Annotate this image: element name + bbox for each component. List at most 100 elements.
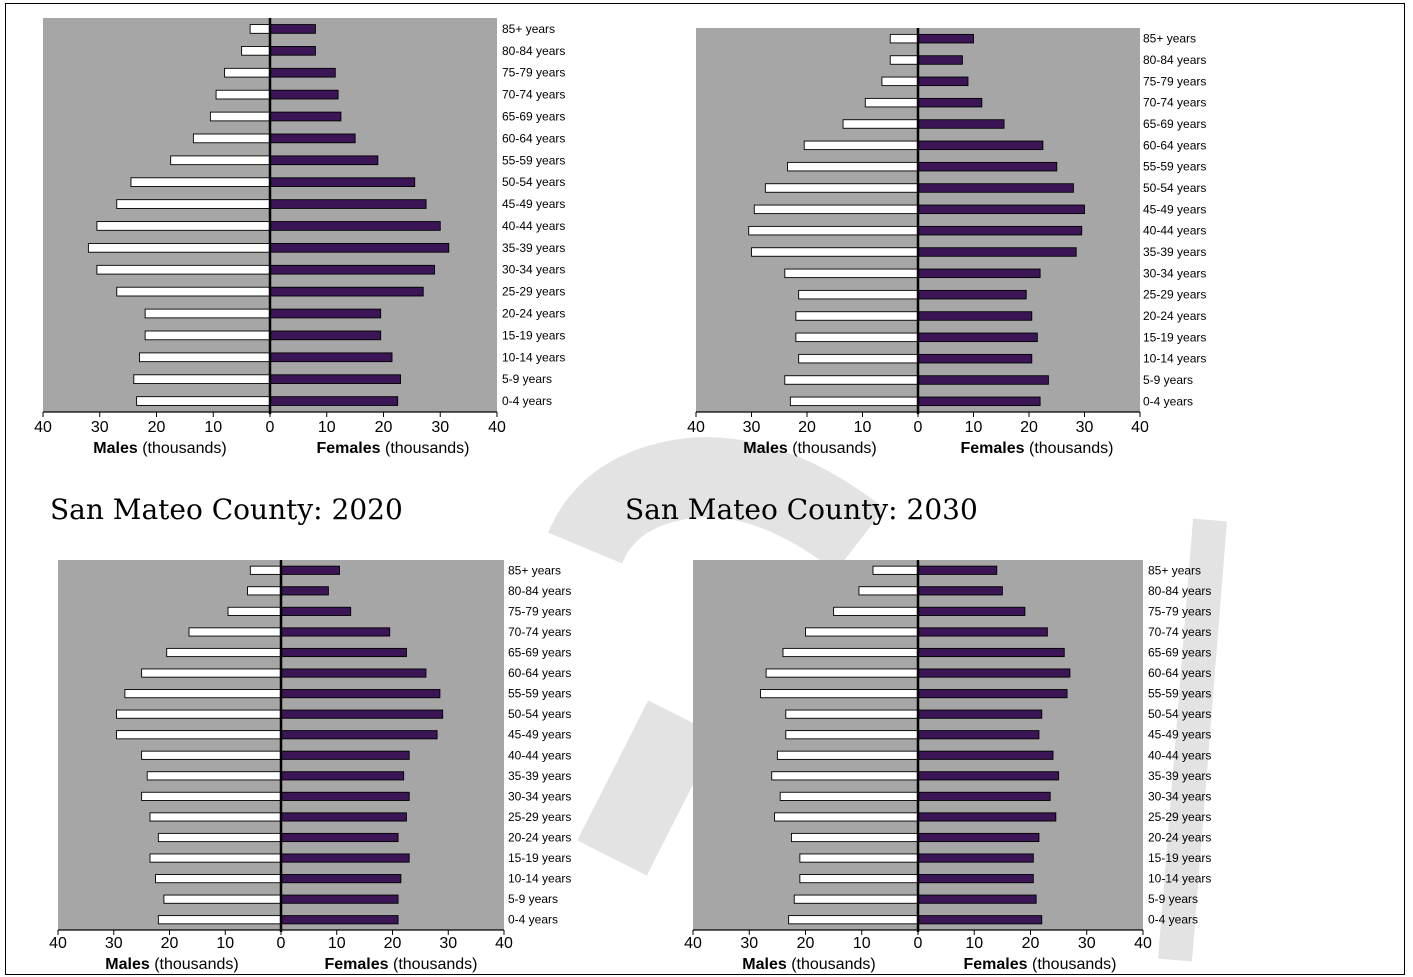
age-group-label: 80-84 years xyxy=(1143,53,1206,67)
female-bar xyxy=(917,647,1065,658)
age-group-label: 65-69 years xyxy=(508,646,571,660)
age-group-label: 50-54 years xyxy=(1143,181,1206,195)
x-tick-label: 10 xyxy=(853,935,871,952)
age-group-label: 55-59 years xyxy=(1143,160,1206,174)
x-tick-label: 20 xyxy=(161,935,179,952)
female-bar xyxy=(917,874,1034,884)
age-group-label: 30-34 years xyxy=(502,263,565,277)
x-tick-label: 40 xyxy=(34,419,52,436)
age-group-label: 10-14 years xyxy=(1143,352,1206,366)
age-group-label: 5-9 years xyxy=(502,372,552,386)
female-bar xyxy=(917,709,1043,719)
female-bar xyxy=(917,586,1003,596)
age-group-label: 20-24 years xyxy=(1143,309,1206,323)
female-bar xyxy=(917,606,1026,616)
age-group-label: 70-74 years xyxy=(1143,96,1206,110)
x-tick-label: 0 xyxy=(914,419,923,436)
x-tick-label: 20 xyxy=(1022,935,1040,952)
age-group-label: 30-34 years xyxy=(508,789,571,803)
age-group-label: 0-4 years xyxy=(1143,394,1193,408)
age-group-label: 40-44 years xyxy=(508,748,571,762)
age-group-label: 25-29 years xyxy=(1148,810,1211,824)
x-tick-label: 10 xyxy=(216,935,234,952)
male-bar xyxy=(765,668,919,678)
x-tick-label: 10 xyxy=(854,419,872,436)
female-bar xyxy=(917,668,1071,678)
age-group-label: 35-39 years xyxy=(508,769,571,783)
age-group-label: 60-64 years xyxy=(502,131,565,145)
x-tick-label: 40 xyxy=(49,935,67,952)
male-axis-label: Males (thousands) xyxy=(743,440,876,457)
x-tick-label: 0 xyxy=(914,935,923,952)
age-group-label: 40-44 years xyxy=(1148,748,1211,762)
male-bar xyxy=(872,565,919,575)
female-bar xyxy=(917,832,1040,843)
age-group-label: 10-14 years xyxy=(508,872,571,886)
x-tick-label: 10 xyxy=(318,419,336,436)
female-bar xyxy=(917,791,1051,801)
x-tick-label: 40 xyxy=(488,419,506,436)
age-group-label: 40-44 years xyxy=(502,219,565,233)
age-group-label: 5-9 years xyxy=(1148,892,1198,906)
female-bar xyxy=(917,853,1034,863)
age-group-label: 55-59 years xyxy=(508,687,571,701)
age-group-label: 20-24 years xyxy=(508,831,571,845)
x-tick-label: 40 xyxy=(1131,419,1149,436)
female-axis-label: Females (thousands) xyxy=(964,956,1117,973)
age-group-label: 40-44 years xyxy=(1143,224,1206,238)
figure-frame xyxy=(5,3,1405,975)
female-axis-label: Females (thousands) xyxy=(317,440,470,457)
age-group-label: 50-54 years xyxy=(502,175,565,189)
age-group-label: 60-64 years xyxy=(1143,138,1206,152)
age-group-label: 45-49 years xyxy=(1148,728,1211,742)
age-group-label: 55-59 years xyxy=(502,153,565,167)
male-bar xyxy=(793,894,919,904)
age-group-label: 70-74 years xyxy=(1148,625,1211,639)
male-bar xyxy=(771,771,919,781)
age-group-label: 45-49 years xyxy=(502,197,565,211)
age-group-label: 20-24 years xyxy=(502,307,565,321)
age-group-label: 20-24 years xyxy=(1148,831,1211,845)
male-bar xyxy=(760,689,919,699)
x-tick-label: 30 xyxy=(439,935,457,952)
x-tick-label: 30 xyxy=(91,419,109,436)
x-tick-label: 0 xyxy=(277,935,286,952)
female-bar xyxy=(917,689,1068,699)
age-group-label: 0-4 years xyxy=(508,913,558,927)
age-group-label: 10-14 years xyxy=(1148,872,1211,886)
female-bar xyxy=(917,812,1057,822)
age-group-label: 85+ years xyxy=(1143,32,1196,46)
x-tick-label: 10 xyxy=(965,419,983,436)
male-bar xyxy=(776,750,919,760)
x-tick-label: 30 xyxy=(1076,419,1094,436)
age-group-label: 75-79 years xyxy=(1143,74,1206,88)
age-group-label: 85+ years xyxy=(502,22,555,36)
x-tick-label: 10 xyxy=(965,935,983,952)
age-group-label: 10-14 years xyxy=(502,350,565,364)
age-group-label: 75-79 years xyxy=(1148,604,1211,618)
x-tick-label: 10 xyxy=(204,419,222,436)
chart-caption-2030: San Mateo County: 2030 xyxy=(625,493,978,526)
x-tick-label: 20 xyxy=(375,419,393,436)
x-tick-label: 30 xyxy=(105,935,123,952)
age-group-label: 15-19 years xyxy=(502,328,565,342)
female-bar xyxy=(917,771,1060,781)
x-tick-label: 20 xyxy=(148,419,166,436)
age-group-label: 60-64 years xyxy=(508,666,571,680)
age-group-label: 30-34 years xyxy=(1143,266,1206,280)
male-bar xyxy=(774,812,919,822)
x-tick-label: 40 xyxy=(687,419,705,436)
x-tick-label: 10 xyxy=(328,935,346,952)
age-group-label: 5-9 years xyxy=(508,892,558,906)
age-group-label: 25-29 years xyxy=(1143,288,1206,302)
female-bar xyxy=(917,894,1037,904)
age-group-label: 25-29 years xyxy=(502,285,565,299)
chart-caption-2020: San Mateo County: 2020 xyxy=(50,493,403,526)
male-bar xyxy=(779,791,919,801)
male-bar xyxy=(799,853,919,863)
male-bar xyxy=(782,647,919,658)
age-group-label: 35-39 years xyxy=(502,241,565,255)
male-bar xyxy=(790,832,919,843)
